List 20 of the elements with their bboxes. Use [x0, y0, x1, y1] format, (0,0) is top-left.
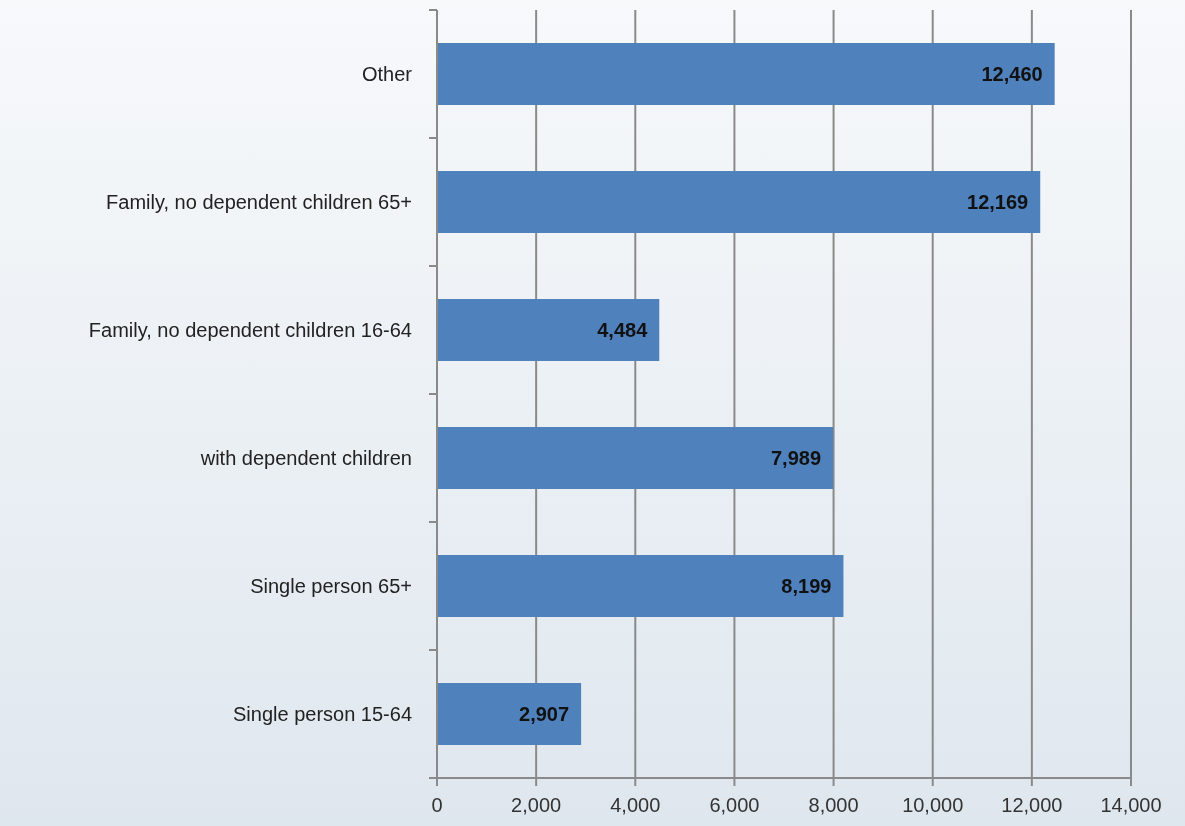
- x-tick-label: 0: [431, 794, 443, 816]
- x-tick-label: 8,000: [808, 794, 859, 816]
- y-tick-label: Single person 15-64: [232, 703, 412, 725]
- data-label: 7,989: [770, 447, 822, 469]
- data-label: 2,907: [519, 703, 570, 725]
- x-tick-label: 14,000: [1100, 794, 1162, 816]
- y-tick-label: Single person 65+: [250, 575, 412, 597]
- x-tick-label: 6,000: [709, 794, 760, 816]
- data-label: 4,484: [597, 319, 649, 341]
- y-tick-label: Other: [361, 63, 413, 85]
- y-tick-label: Family, no dependent children 16-64: [88, 319, 412, 341]
- x-tick-label: 4,000: [610, 794, 661, 816]
- y-tick-label: Family, no dependent children 65+: [106, 191, 412, 213]
- x-tick-label: 12,000: [1001, 794, 1063, 816]
- y-tick-label: with dependent children: [199, 447, 412, 469]
- data-label: 12,460: [981, 63, 1043, 85]
- data-label: 8,199: [781, 575, 832, 597]
- x-tick-label: 10,000: [902, 794, 964, 816]
- x-tick-label: 2,000: [511, 794, 562, 816]
- data-label: 12,169: [967, 191, 1029, 213]
